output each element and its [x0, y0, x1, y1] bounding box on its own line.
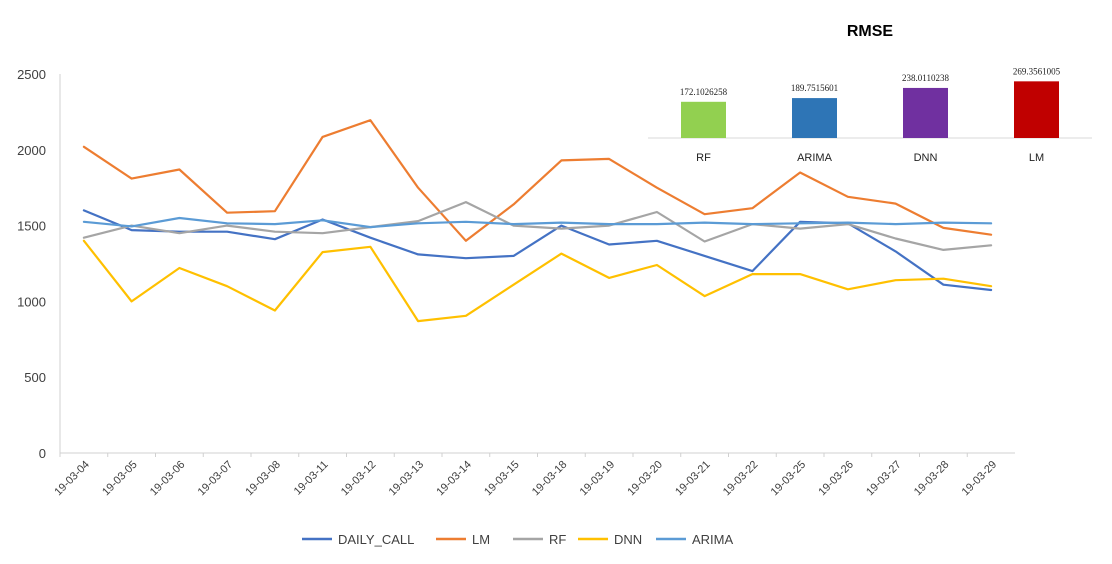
x-tick-label: 19-03-14 [434, 459, 474, 499]
bar-lm [1014, 81, 1059, 138]
x-axis-ticks: 19-03-04 19-03-05 19-03-06 19-03-07 19-03-08… [52, 453, 999, 498]
bar-value-label: 172.1026258 [680, 87, 728, 97]
legend-label: DNN [614, 532, 642, 547]
x-tick-label: 19-03-26 [816, 459, 856, 499]
y-tick-label: 1000 [17, 294, 46, 309]
x-tick-label: 19-03-25 [769, 459, 809, 499]
series-line-arima [82, 216, 993, 229]
x-tick-label: 19-03-13 [387, 459, 427, 499]
x-tick-label: 19-03-20 [625, 459, 665, 499]
bar-value-label: 238.0110238 [902, 73, 949, 83]
y-tick-label: 0 [39, 446, 46, 461]
bar-category-label: ARIMA [797, 152, 833, 164]
bar-arima [792, 98, 837, 138]
x-tick-label: 19-03-06 [148, 459, 188, 499]
y-axis-ticks: 0 500 1000 1500 2000 2500 [17, 67, 46, 461]
bar-value-label: 189.7515601 [791, 83, 838, 93]
y-tick-label: 2000 [17, 143, 46, 158]
x-tick-label: 19-03-28 [912, 459, 952, 499]
x-tick-label: 19-03-27 [864, 459, 904, 499]
series-line-lm [82, 119, 993, 242]
x-tick-label: 19-03-04 [52, 459, 92, 499]
bar-value-label: 269.3561005 [1013, 66, 1061, 76]
legend-label: RF [549, 532, 566, 547]
legend-label: DAILY_CALL [338, 532, 414, 547]
x-tick-label: 19-03-18 [530, 459, 570, 499]
y-tick-label: 500 [24, 370, 46, 385]
x-tick-label: 19-03-05 [100, 459, 140, 499]
bar-category-label: LM [1029, 152, 1044, 164]
x-tick-label: 19-03-29 [960, 459, 1000, 499]
y-tick-label: 1500 [17, 219, 46, 234]
bar-rf [681, 101, 726, 138]
x-tick-label: 19-03-12 [339, 459, 379, 499]
bar-category-label: RF [696, 152, 711, 164]
x-tick-label: 19-03-15 [482, 459, 522, 499]
legend-label: LM [472, 532, 490, 547]
legend-label: ARIMA [692, 532, 734, 547]
rmse-bar-chart: RMSE 172.1026258 RF 189.7515601 ARIMA 238.01… [648, 23, 1092, 164]
bar-category-label: DNN [914, 152, 938, 164]
series-line-rf [82, 201, 993, 251]
rmse-chart-title: RMSE [847, 23, 894, 40]
x-tick-label: 19-03-21 [673, 459, 713, 499]
series-line-dnn [82, 239, 993, 323]
x-tick-label: 19-03-07 [196, 459, 236, 499]
bar-dnn [903, 87, 948, 138]
bars: 172.1026258 RF 189.7515601 ARIMA 238.0110238… [680, 66, 1061, 164]
x-tick-label: 19-03-19 [578, 459, 618, 499]
y-tick-label: 2500 [17, 67, 46, 82]
x-tick-label: 19-03-22 [721, 459, 761, 499]
series-lines [82, 119, 993, 323]
x-tick-label: 19-03-08 [243, 459, 283, 499]
x-tick-label: 19-03-11 [292, 459, 331, 498]
legend: DAILY_CALL LM RF DNN ARIMA [302, 532, 734, 547]
